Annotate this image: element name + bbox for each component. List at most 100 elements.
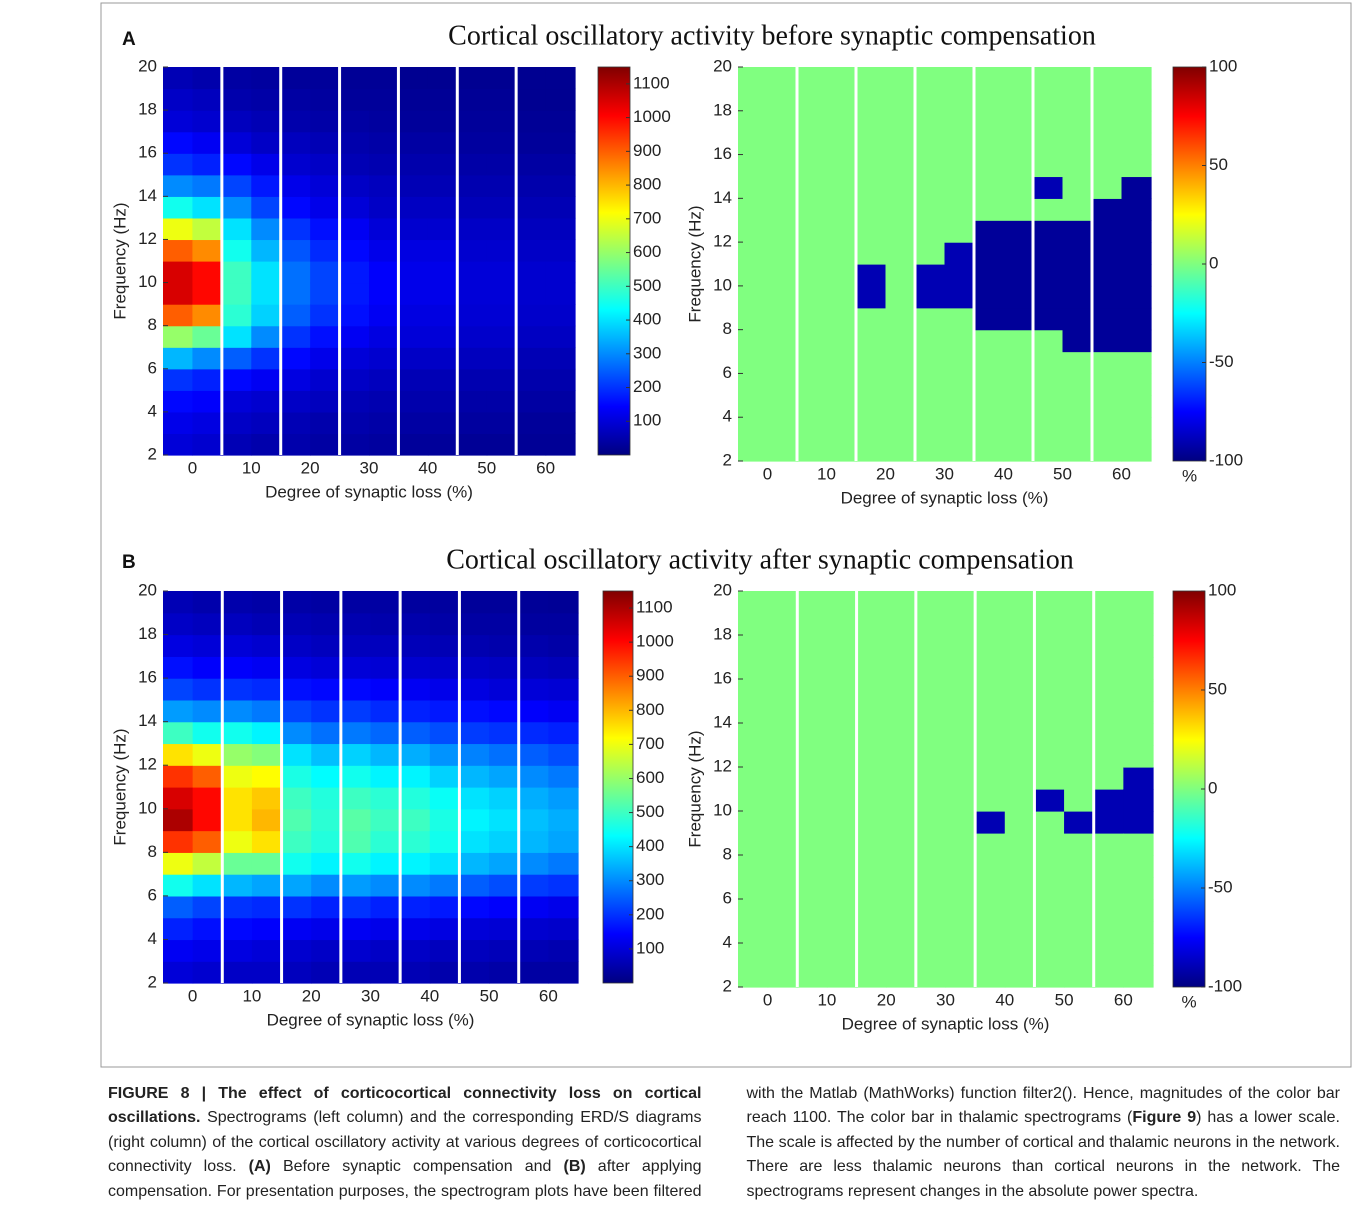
heatmap-cell [767, 132, 798, 156]
heatmap-cell [221, 304, 252, 327]
heatmap-cell [251, 699, 283, 723]
heatmap-cell [1003, 395, 1034, 418]
heatmap-cell [339, 131, 370, 154]
colorbar-tick-label: 50 [1208, 679, 1227, 698]
heatmap-cell [797, 264, 828, 287]
x-tick-label: 60 [1112, 464, 1131, 483]
heatmap-cell [1121, 395, 1152, 418]
heatmap-cell [1062, 154, 1093, 178]
heatmap-cell [222, 765, 253, 788]
heatmap-cell [797, 635, 828, 658]
heatmap-cell [545, 67, 576, 90]
heatmap-cell [1093, 877, 1124, 900]
heatmap-cell [222, 830, 253, 853]
heatmap-cell [1062, 351, 1093, 375]
heatmap-cell [885, 351, 916, 375]
y-tick-label: 6 [148, 358, 157, 377]
heatmap-cell [1093, 789, 1124, 812]
y-tick-label: 16 [713, 144, 732, 163]
heatmap-cell [311, 852, 342, 875]
x-tick-label: 60 [539, 986, 558, 1005]
x-tick-label: 60 [536, 458, 555, 477]
heatmap-cell [221, 261, 252, 284]
heatmap-cell [310, 217, 341, 241]
heatmap-cell [339, 88, 370, 111]
heatmap-cell [797, 591, 828, 614]
heatmap-cell [797, 789, 828, 812]
colorbar-tick-label: 50 [1209, 155, 1228, 174]
heatmap-cell [738, 110, 769, 134]
heatmap-cell [738, 965, 769, 988]
heatmap-cell [457, 239, 488, 262]
heatmap-cell [339, 174, 370, 197]
heatmap-cell [518, 787, 549, 810]
heatmap-cell [975, 811, 1006, 834]
heatmap-cell [915, 855, 947, 878]
heatmap-cell [429, 917, 461, 941]
heatmap-cell [797, 877, 828, 900]
heatmap-cell [545, 411, 576, 435]
heatmap-cell [1034, 679, 1065, 702]
x-tick-label: 50 [477, 458, 496, 477]
heatmap-cell [163, 196, 194, 219]
heatmap-cell [797, 395, 828, 418]
y-axis-label: Frequency (Hz) [685, 205, 704, 322]
heatmap-cell [1062, 67, 1093, 90]
heatmap-cell [516, 131, 547, 154]
x-tick-label: 40 [994, 464, 1013, 483]
heatmap-cell [974, 132, 1005, 156]
heatmap-cell [281, 874, 312, 897]
heatmap-cell [340, 787, 372, 810]
heatmap-cell [340, 939, 372, 962]
heatmap-cell [944, 351, 975, 375]
heatmap-cell [797, 899, 828, 922]
heatmap-cell [281, 895, 312, 919]
heatmap-cell [885, 154, 916, 178]
heatmap-cell [369, 88, 400, 111]
y-tick-label: 18 [713, 100, 732, 119]
heatmap-cell [400, 961, 431, 984]
heatmap-cell [1062, 88, 1093, 112]
heatmap-cell [251, 304, 282, 327]
heatmap-cell [192, 411, 223, 435]
figure: A Cortical oscillatory activity before s… [100, 2, 1352, 1068]
heatmap-cell [251, 368, 282, 391]
heatmap-cell [163, 368, 194, 391]
heatmap-cell [1092, 132, 1123, 156]
heatmap-cell [1093, 811, 1124, 834]
heatmap-cell [518, 895, 549, 919]
heatmap-cell [797, 329, 828, 353]
heatmap-cell [489, 678, 520, 701]
heatmap-cell [280, 153, 311, 176]
heatmap-cell [369, 261, 400, 284]
heatmap-cell [545, 239, 576, 262]
heatmap-cell [192, 131, 223, 154]
heatmap-cell [163, 131, 194, 154]
heatmap-cell [915, 921, 947, 944]
heatmap-cell [516, 217, 547, 241]
heatmap-cell [886, 965, 917, 988]
heatmap-cell [459, 852, 490, 875]
heatmap-cell [797, 833, 828, 856]
colorbar-tick-label: -50 [1208, 877, 1233, 896]
heatmap-cell [280, 347, 311, 370]
heatmap-cell [516, 261, 547, 284]
heatmap-cell [826, 264, 857, 287]
heatmap-cell [400, 634, 431, 657]
heatmap-cell [163, 411, 194, 435]
heatmap-cell [398, 110, 429, 133]
heatmap-cell [427, 433, 458, 456]
heatmap-cell [915, 833, 947, 856]
heatmap-cell [280, 368, 311, 391]
heatmap-cell [459, 634, 490, 657]
heatmap-cell [915, 877, 947, 900]
heatmap-cell [251, 239, 282, 262]
heatmap-cell [738, 329, 769, 353]
heatmap-cell [1033, 373, 1064, 396]
heatmap-cell [826, 591, 858, 614]
heatmap-cell [1064, 613, 1095, 636]
heatmap-cell [489, 961, 520, 984]
heatmap-cell [738, 439, 769, 462]
heatmap-cell [486, 390, 517, 413]
heatmap-cell [370, 765, 401, 788]
